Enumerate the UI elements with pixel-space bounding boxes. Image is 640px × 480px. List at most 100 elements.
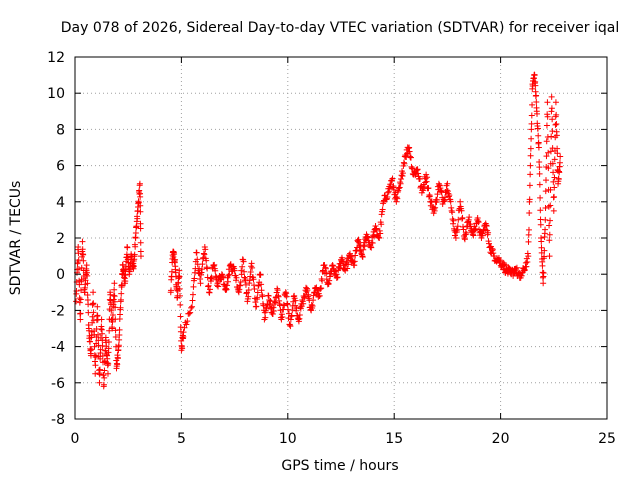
data-point — [111, 298, 118, 305]
data-point — [406, 148, 413, 155]
data-point — [92, 370, 99, 377]
data-point — [254, 294, 261, 301]
plot-area — [73, 71, 564, 390]
data-point — [176, 273, 183, 280]
data-point — [309, 303, 316, 310]
data-point — [73, 288, 80, 295]
data-point — [538, 238, 545, 245]
data-point — [79, 238, 86, 245]
data-point — [454, 223, 461, 230]
data-point — [98, 316, 105, 323]
data-point — [180, 329, 187, 336]
data-point — [548, 105, 555, 112]
data-point — [177, 313, 184, 320]
data-point — [551, 184, 558, 191]
data-point — [258, 281, 265, 288]
data-point — [109, 325, 116, 332]
data-point — [199, 261, 206, 268]
data-point — [546, 222, 553, 229]
data-point — [115, 342, 122, 349]
data-point — [326, 277, 333, 284]
data-point — [396, 184, 403, 191]
data-point — [242, 276, 249, 283]
data-point — [525, 238, 532, 245]
data-point — [105, 345, 112, 352]
data-point — [447, 198, 454, 205]
data-point — [177, 301, 184, 308]
data-point — [105, 360, 112, 367]
data-point — [116, 326, 123, 333]
data-point — [274, 287, 281, 294]
data-point — [533, 92, 540, 99]
data-point — [172, 256, 179, 263]
data-point — [553, 111, 560, 118]
data-point — [300, 300, 307, 307]
data-point — [202, 246, 209, 253]
data-point — [75, 250, 82, 257]
data-point — [546, 253, 553, 260]
data-point — [551, 193, 558, 200]
data-point — [550, 169, 557, 176]
data-point — [525, 231, 532, 238]
data-point — [91, 343, 98, 350]
data-point — [96, 366, 103, 373]
data-point — [485, 229, 492, 236]
data-point — [84, 280, 91, 287]
data-point — [80, 251, 87, 258]
data-point — [420, 187, 427, 194]
data-point — [269, 311, 276, 318]
data-point — [527, 171, 534, 178]
data-point — [544, 113, 551, 120]
data-point — [304, 287, 311, 294]
y-tick-label: 6 — [56, 159, 65, 175]
x-tick-label: 20 — [492, 431, 510, 447]
data-point — [407, 154, 414, 161]
data-point — [369, 240, 376, 247]
data-point — [173, 286, 180, 293]
data-point — [549, 160, 556, 167]
y-tick-label: 10 — [47, 86, 65, 102]
data-point — [80, 257, 87, 264]
data-point — [523, 263, 530, 270]
data-point — [475, 219, 482, 226]
data-point — [137, 225, 144, 232]
data-point — [105, 339, 112, 346]
data-point — [136, 180, 143, 187]
data-point — [92, 362, 99, 369]
data-point — [536, 159, 543, 166]
data-point — [100, 372, 107, 379]
data-point — [334, 274, 341, 281]
y-tick-label: 0 — [56, 267, 65, 283]
data-point — [132, 230, 139, 237]
data-point — [240, 258, 247, 265]
data-point — [90, 289, 97, 296]
data-point — [97, 355, 104, 362]
data-point — [458, 207, 465, 214]
data-point — [239, 263, 246, 270]
data-point — [552, 99, 559, 106]
data-point — [110, 292, 117, 299]
data-point — [262, 314, 269, 321]
data-point — [459, 214, 466, 221]
data-point — [553, 121, 560, 128]
data-point — [537, 207, 544, 214]
data-point — [527, 162, 534, 169]
data-point — [124, 244, 131, 251]
data-point — [556, 169, 563, 176]
data-point — [201, 251, 208, 258]
data-point — [423, 171, 430, 178]
data-point — [296, 311, 303, 318]
data-point — [137, 193, 144, 200]
data-point — [122, 271, 129, 278]
data-point — [534, 125, 541, 132]
data-point — [270, 307, 277, 314]
data-point — [534, 110, 541, 117]
data-point — [545, 149, 552, 156]
data-point — [540, 280, 547, 287]
data-point — [111, 286, 118, 293]
data-point — [409, 165, 416, 172]
data-point — [444, 180, 451, 187]
data-point — [538, 244, 545, 251]
data-point — [92, 352, 99, 359]
